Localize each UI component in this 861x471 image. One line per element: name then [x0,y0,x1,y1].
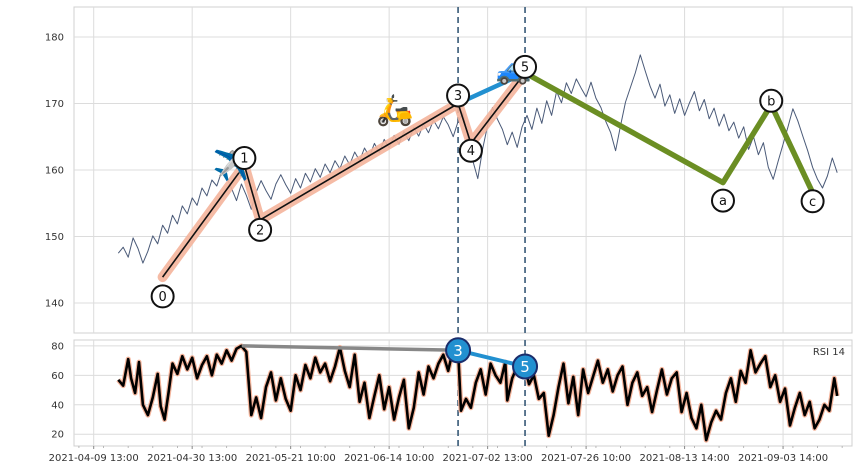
rsi-y-tick-label: 40 [51,400,64,411]
rsi-wave-marker [445,337,472,364]
wave-label-circle [759,88,784,113]
wave-label: 0 [158,290,166,305]
wave-label: 3 [454,89,462,104]
impulse-wave-line [161,72,526,278]
wave-label-circle [800,189,825,214]
rsi-wave-marker [512,353,539,380]
price-y-tick-label: 140 [45,299,64,310]
wave-label: 1 [240,152,248,167]
corrective-wave-line [522,70,816,196]
price-y-tick-label: 160 [45,166,64,177]
rsi-wave-marker-label: 3 [453,342,463,360]
wave-label: b [767,94,775,109]
x-tick-label: 2021-08-13 14:00 [640,453,730,464]
rsi-y-tick-label: 80 [51,341,64,352]
wave-label: 4 [467,144,475,159]
wave-label-circle [513,54,538,79]
price-line [117,54,838,264]
rsi-panel: 20 40 60 80 3 5 [51,337,853,447]
x-tick-label: 2021-07-02 13:00 [443,453,533,464]
price-y-tick-label: 150 [45,232,64,243]
scooter-icon: 🛵 [376,93,413,128]
rsi-divergence-line [241,344,460,353]
x-tick-label: 2021-04-30 13:00 [147,453,237,464]
x-tick-label: 2021-07-26 10:00 [541,453,631,464]
wave-label-circle [710,188,735,213]
x-tick-label: 2021-04-09 13:00 [49,453,139,464]
rsi-y-tick-label: 20 [51,430,64,441]
rsi-line [117,344,839,442]
x-tick-label: 2021-09-03 14:00 [738,453,828,464]
price-y-tick-label: 180 [45,32,64,43]
wave-label: 5 [521,60,529,75]
wave-label-circle [446,83,471,108]
x-tick-label: 2021-06-14 10:00 [344,453,434,464]
wave-label-circle [232,146,257,171]
rsi-y-tick-label: 60 [51,371,64,382]
wave-label: 2 [256,223,264,238]
wave-label-circle [458,138,483,163]
wave-label-circle [248,217,273,242]
x-tick-label: 2021-05-21 10:00 [246,453,336,464]
rsi-wave-marker-label: 5 [520,358,530,376]
rsi-label: RSI 14 [813,347,845,358]
x-axis: 2021-04-09 13:00 2021-04-30 13:00 2021-05-… [49,446,843,464]
wave-label: c [809,195,816,210]
price-y-tick-label: 170 [45,99,64,110]
wave-label-circle [150,284,175,309]
wave-label: a [719,194,727,209]
